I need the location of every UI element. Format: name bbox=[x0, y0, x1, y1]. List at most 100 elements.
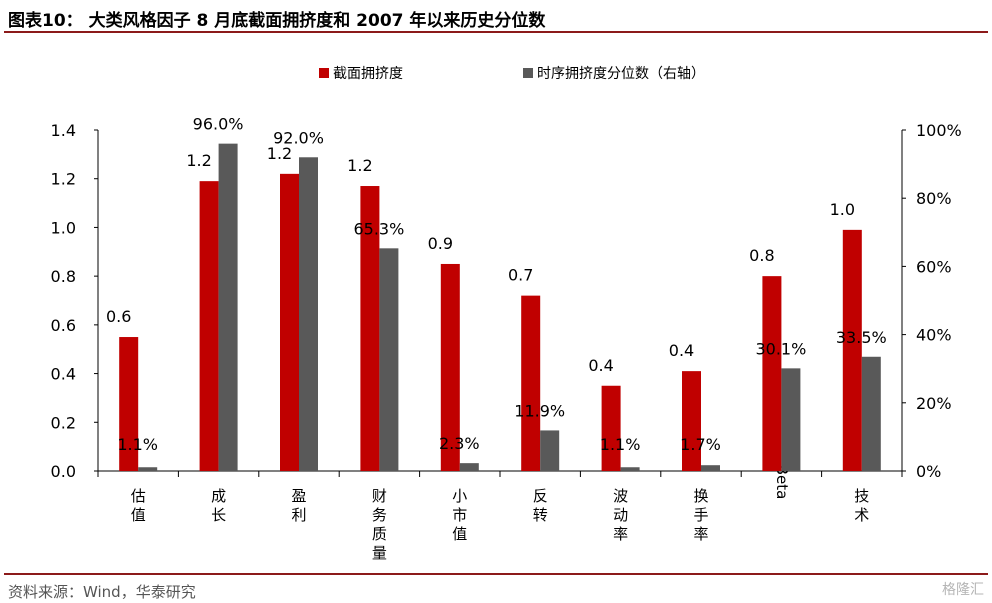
bar-percentile bbox=[861, 356, 881, 471]
x-tick-label: 换手率 bbox=[693, 487, 708, 543]
x-tick-label-char: 利 bbox=[291, 506, 306, 524]
data-labels: 0.61.1%1.296.0%1.292.0%1.265.3%0.92.3%0.… bbox=[106, 115, 887, 454]
y-right-tick-label: 100% bbox=[916, 121, 962, 140]
data-label-crowding: 1.0 bbox=[830, 200, 855, 219]
bar-percentile bbox=[218, 143, 238, 471]
data-label-percentile: 1.1% bbox=[600, 435, 641, 454]
bar-percentile bbox=[540, 430, 560, 471]
y-left-tick-label: 0.4 bbox=[51, 365, 76, 384]
x-tick-label-char: 盈 bbox=[291, 487, 306, 505]
x-tick-label: 反转 bbox=[533, 487, 548, 524]
x-tick-label-char: 值 bbox=[452, 525, 467, 543]
bar-crowding bbox=[601, 385, 621, 471]
chart-header: 图表10： 大类风格因子 8 月底截面拥挤度和 2007 年以来历史分位数 bbox=[0, 0, 992, 34]
data-label-percentile: 1.7% bbox=[680, 435, 721, 454]
x-tick-label-char: 量 bbox=[372, 544, 387, 562]
bar-crowding bbox=[842, 229, 862, 471]
x-tick-label: 成长 bbox=[211, 487, 226, 524]
x-tick-label-char: 技 bbox=[854, 487, 869, 505]
x-tick-label: 小市值 bbox=[452, 487, 467, 543]
x-tick-label-char: 成 bbox=[211, 487, 226, 505]
x-tick-label-char: 小 bbox=[452, 487, 467, 505]
data-label-percentile: 33.5% bbox=[836, 328, 887, 347]
top-divider bbox=[4, 31, 988, 33]
y-right-tick-label: 60% bbox=[916, 257, 952, 276]
bars bbox=[119, 143, 881, 472]
y-left-tick-label: 0.2 bbox=[51, 413, 76, 432]
bar-percentile bbox=[299, 157, 318, 471]
y-left-tick-label: 0.6 bbox=[51, 316, 76, 335]
bar-percentile bbox=[379, 248, 399, 471]
data-label-crowding: 0.7 bbox=[508, 266, 533, 285]
x-tick-label-char: 率 bbox=[693, 525, 708, 543]
x-tick-label-char: 质 bbox=[372, 525, 387, 543]
x-tick-label-char: 率 bbox=[613, 525, 628, 543]
x-tick-label-char: 动 bbox=[613, 506, 628, 524]
y-left-tick-label: 0.8 bbox=[51, 267, 76, 286]
legend-swatch-crowding bbox=[319, 68, 329, 78]
chart-title: 图表10： 大类风格因子 8 月底截面拥挤度和 2007 年以来历史分位数 bbox=[8, 11, 546, 31]
legend-label-percentile: 时序拥挤度分位数（右轴） bbox=[537, 66, 705, 82]
bar-percentile bbox=[138, 467, 158, 471]
bar-chart: 截面拥挤度 时序拥挤度分位数（右轴） 0.0 0.2 0.4 0.6 0.8 1.0 1.2… bbox=[51, 66, 962, 562]
x-tick-label-char: 手 bbox=[693, 506, 708, 524]
data-label-crowding: 0.8 bbox=[749, 246, 774, 265]
legend: 截面拥挤度 时序拥挤度分位数（右轴） bbox=[319, 66, 705, 82]
x-tick-label-char: 值 bbox=[131, 506, 146, 524]
data-label-percentile: 2.3% bbox=[439, 434, 480, 453]
x-tick-label-char: 财 bbox=[372, 487, 387, 505]
bar-crowding bbox=[682, 371, 701, 471]
data-label-crowding: 1.2 bbox=[347, 156, 372, 175]
x-tick-label-char: 术 bbox=[854, 506, 869, 524]
y-left-tick-label: 1.2 bbox=[51, 170, 76, 189]
source-note: 资料来源：Wind，华泰研究 bbox=[8, 583, 196, 601]
data-label-percentile: 30.1% bbox=[755, 339, 806, 358]
x-tick-label: Beta bbox=[773, 465, 791, 500]
axes: 0.0 0.2 0.4 0.6 0.8 1.0 1.2 1.4 0% 20% 40% 60% 80% 10… bbox=[51, 121, 962, 562]
data-label-crowding: 1.2 bbox=[186, 151, 211, 170]
bar-crowding bbox=[360, 186, 380, 471]
legend-swatch-percentile bbox=[523, 68, 533, 78]
x-tick-label-char: 换 bbox=[693, 487, 708, 505]
y-right-tick-label: 20% bbox=[916, 394, 952, 413]
x-tick-label-char: 反 bbox=[533, 487, 548, 505]
x-tick-label: 技术 bbox=[854, 487, 869, 524]
data-label-percentile: 65.3% bbox=[353, 219, 404, 238]
x-tick-label-char: 波 bbox=[613, 487, 628, 505]
data-label-percentile: 1.1% bbox=[117, 435, 158, 454]
y-left-tick-label: 1.4 bbox=[51, 121, 76, 140]
bar-percentile bbox=[701, 465, 720, 471]
watermark-logo: 格隆汇 bbox=[942, 582, 984, 598]
x-tick-label-char: 市 bbox=[452, 506, 467, 524]
data-label-percentile: 92.0% bbox=[273, 128, 324, 147]
y-left-tick-label: 1.0 bbox=[51, 218, 76, 237]
legend-label-crowding: 截面拥挤度 bbox=[333, 66, 403, 82]
data-label-crowding: 0.4 bbox=[669, 341, 694, 360]
x-tick-label: 财务质量 bbox=[372, 487, 387, 562]
bar-crowding bbox=[762, 276, 782, 471]
bar-crowding bbox=[280, 173, 299, 472]
x-tick-label: 估值 bbox=[131, 487, 146, 524]
data-label-crowding: 0.9 bbox=[428, 234, 453, 253]
bar-percentile bbox=[781, 368, 801, 471]
bar-crowding bbox=[521, 295, 541, 471]
bar-crowding bbox=[440, 263, 460, 471]
x-tick-label-char: 务 bbox=[372, 506, 387, 524]
bar-percentile bbox=[459, 463, 479, 471]
bar-crowding bbox=[119, 337, 139, 471]
y-right-tick-label: 40% bbox=[916, 326, 952, 345]
x-tick-label: 盈利 bbox=[291, 487, 306, 524]
x-tick-label-char: 估 bbox=[131, 487, 146, 505]
y-right-tick-label: 80% bbox=[916, 189, 952, 208]
y-left-tick-label: 0.0 bbox=[51, 462, 76, 481]
bar-percentile bbox=[620, 467, 640, 471]
x-tick-label: 波动率 bbox=[613, 487, 628, 543]
bar-crowding bbox=[199, 181, 219, 471]
data-label-crowding: 1.2 bbox=[267, 144, 292, 163]
data-label-percentile: 11.9% bbox=[514, 401, 565, 420]
bottom-divider bbox=[4, 573, 988, 575]
y-right-tick-label: 0% bbox=[916, 462, 941, 481]
data-label-crowding: 0.4 bbox=[588, 356, 613, 375]
x-tick-label-char: 长 bbox=[211, 506, 226, 524]
data-label-crowding: 0.6 bbox=[106, 307, 131, 326]
